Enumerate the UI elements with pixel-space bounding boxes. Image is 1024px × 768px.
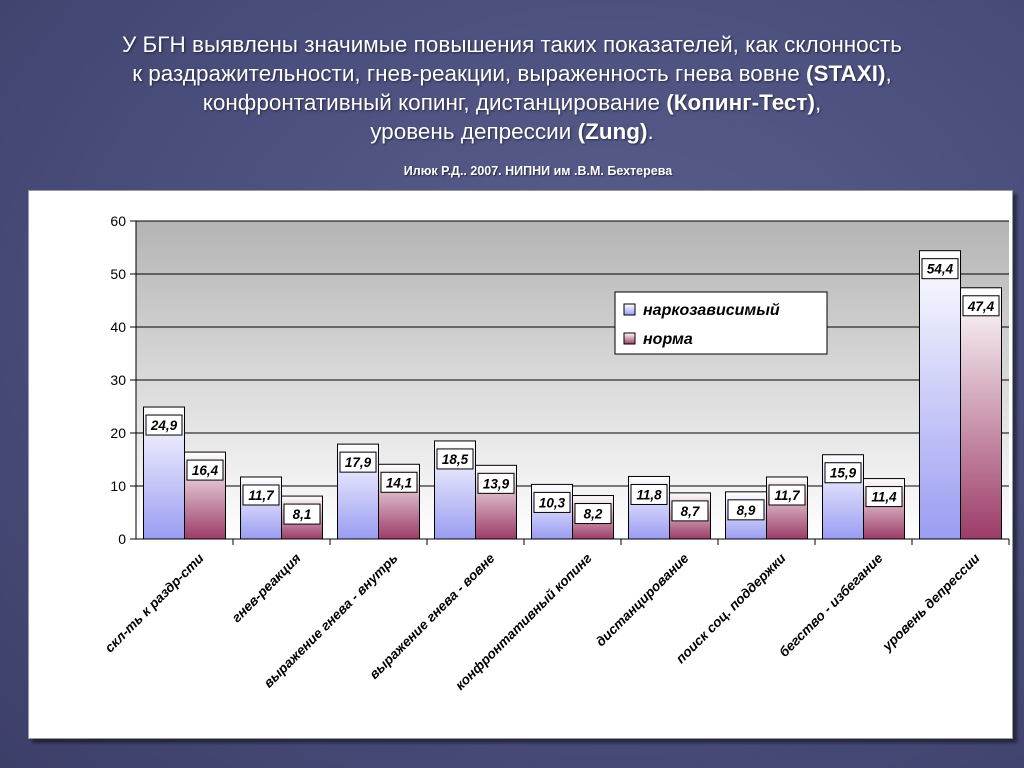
data-label: 54,4 [927, 262, 954, 277]
data-label: 11,8 [636, 487, 662, 502]
category-label: уровень депрессии [879, 550, 983, 654]
title-line: конфронтативный копинг, дистанцирование … [202, 90, 822, 115]
y-tick-label: 0 [118, 531, 126, 547]
y-tick-label: 60 [110, 213, 126, 229]
data-label-box [533, 491, 571, 513]
data-label-box [671, 500, 709, 522]
data-label-box [865, 486, 903, 508]
data-label-box [186, 459, 224, 481]
data-label: 8,2 [584, 507, 603, 522]
data-label: 47,4 [967, 299, 995, 314]
data-label-box [145, 414, 183, 436]
legend-swatch [623, 332, 636, 345]
legend-label: наркозависимый [643, 302, 780, 319]
data-label: 8,9 [737, 503, 756, 518]
title-line: к раздражительности, гнев-реакции, выраж… [132, 61, 892, 86]
data-label-box [962, 295, 1000, 317]
title-line: У БГН выявлены значимые повышения таких … [122, 32, 902, 57]
legend-label: норма [643, 331, 693, 348]
category-label: гнев-реакция [229, 550, 304, 625]
data-label-box [339, 451, 377, 473]
y-tick-label: 20 [110, 425, 126, 441]
data-label: 16,4 [192, 463, 219, 478]
category-label: дистанцирование [593, 550, 692, 649]
data-label: 8,7 [681, 504, 701, 519]
data-label-box [380, 471, 418, 493]
data-label: 17,9 [345, 455, 372, 470]
data-label: 10,3 [539, 495, 566, 510]
data-label: 24,9 [150, 418, 178, 433]
source-citation: Илюк Р.Д.. 2007. НИПНИ им .В.М. Бехтерев… [403, 164, 673, 178]
y-tick-label: 50 [110, 266, 126, 282]
slide-title: У БГН выявлены значимые повышения таких … [30, 30, 994, 146]
data-label-box [630, 483, 668, 505]
data-label: 11,7 [774, 488, 801, 503]
data-label-box [574, 503, 612, 525]
data-label-box [824, 462, 862, 484]
y-tick-label: 10 [110, 478, 126, 494]
data-label-box [768, 484, 806, 506]
bar-chart: 0 10 20 30 40 50 60 24,9 16,4 скл-ть к раздр-сти 1… [102, 213, 1010, 693]
data-label: 11,7 [248, 488, 275, 503]
data-label: 15,9 [830, 466, 857, 481]
data-label: 18,5 [442, 452, 469, 467]
data-label-box [921, 258, 959, 280]
data-label-box [477, 472, 515, 494]
data-label-box [436, 448, 474, 470]
data-label: 14,1 [386, 475, 412, 490]
data-label-box [283, 503, 321, 525]
y-tick-label: 40 [110, 319, 126, 335]
data-label-box [242, 484, 280, 506]
chart-area: 0 10 20 30 40 50 60 24,9 16,4 скл-ть к раздр-сти 1… [28, 190, 1013, 739]
data-label: 13,9 [483, 476, 510, 491]
y-tick-label: 30 [110, 372, 126, 388]
category-label: бегство - избегание [776, 550, 886, 660]
bar [919, 250, 961, 540]
category-label: скл-ть к раздр-сти [102, 550, 207, 655]
title-line: уровень депрессии (Zung). [370, 119, 654, 144]
data-label: 11,4 [871, 490, 897, 505]
data-label-box [727, 499, 765, 521]
data-label: 8,1 [293, 507, 312, 522]
bar [960, 287, 1002, 540]
legend [614, 291, 828, 355]
category-label: поиск соц. поддержки [673, 550, 789, 666]
legend-swatch [623, 303, 636, 316]
